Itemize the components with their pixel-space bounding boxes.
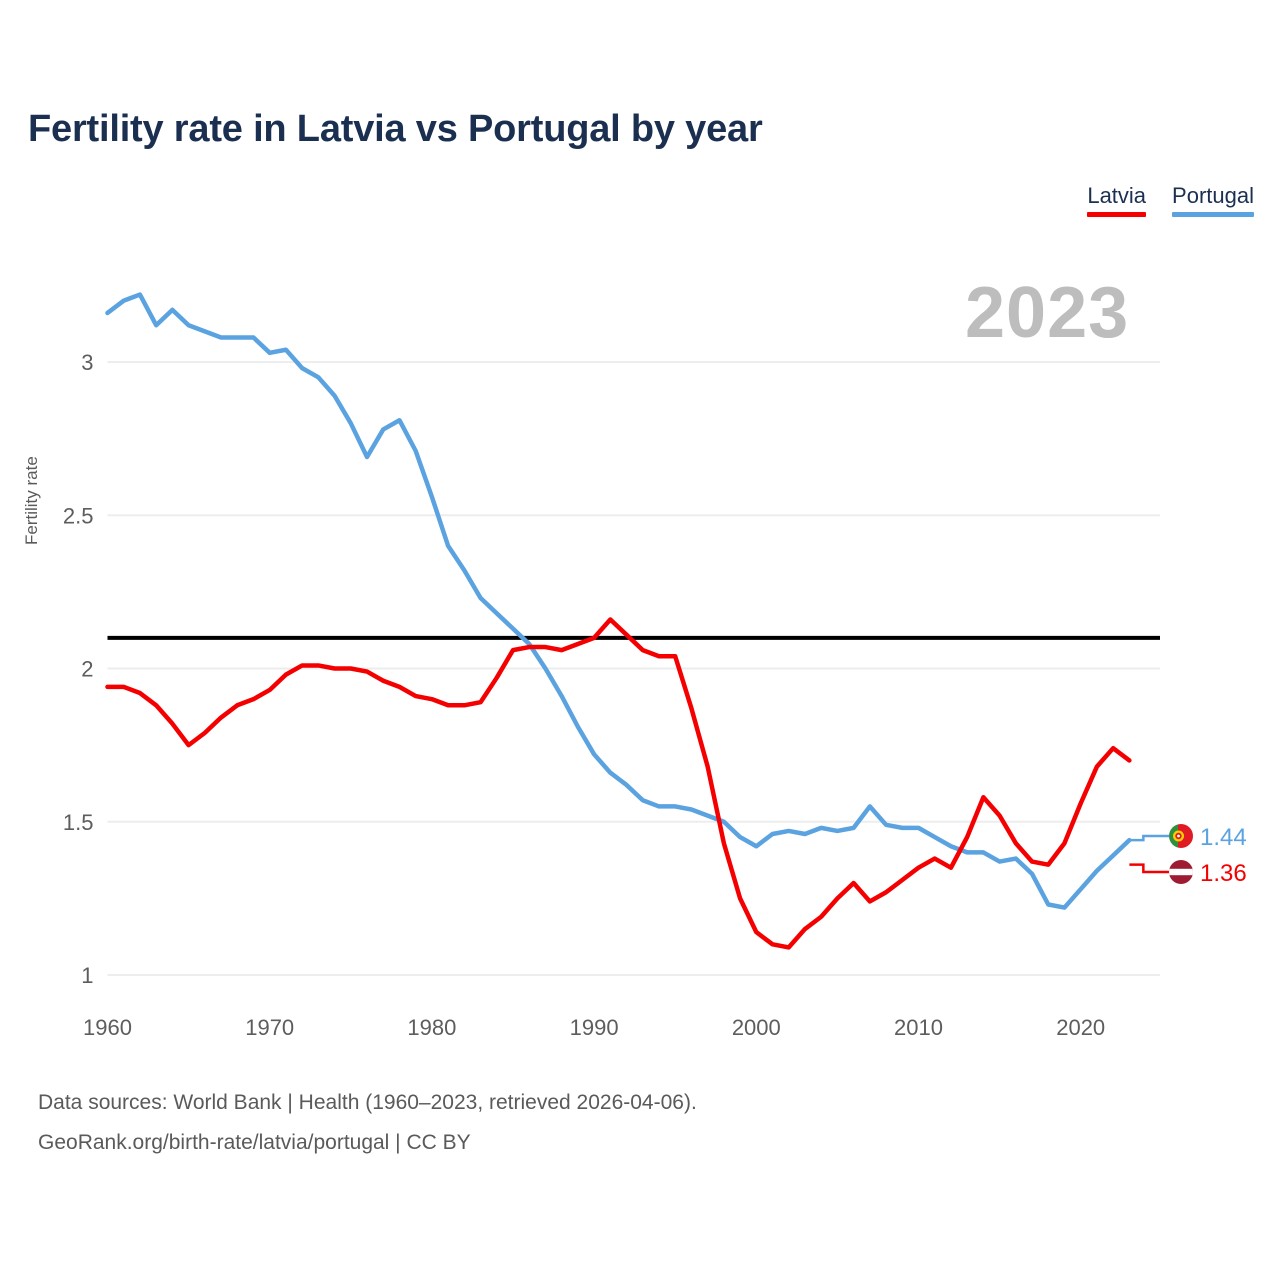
- year-watermark: 2023: [965, 273, 1130, 353]
- x-tick-label: 1990: [570, 1015, 619, 1040]
- legend-item-portugal[interactable]: Portugal: [1172, 183, 1254, 217]
- y-tick-labels: 1 1.5 2 2.5 3: [63, 350, 94, 988]
- footer-line-sources: Data sources: World Bank | Health (1960–…: [38, 1091, 697, 1114]
- footer: Data sources: World Bank | Health (1960–…: [38, 1083, 697, 1163]
- gridlines: [107, 361, 1160, 976]
- y-tick-label: 2.5: [63, 503, 94, 528]
- x-tick-label: 1980: [407, 1015, 456, 1040]
- connector-portugal: [1129, 834, 1169, 842]
- latvia-flag-icon: [1169, 860, 1193, 884]
- series-line-latvia: [105, 617, 1132, 950]
- y-tick-label: 1.5: [63, 810, 94, 835]
- x-tick-labels: 1960 1970 1980 1990 2000 2010 2020: [83, 1015, 1105, 1040]
- x-tick-label: 2000: [732, 1015, 781, 1040]
- portugal-flag-icon: [1169, 824, 1193, 848]
- connector-latvia: [1129, 863, 1169, 874]
- legend-label-latvia: Latvia: [1087, 183, 1147, 208]
- legend: Latvia Portugal: [1087, 183, 1254, 217]
- page-title: Fertility rate in Latvia vs Portugal by …: [28, 108, 763, 150]
- end-label-latvia: 1.36: [1200, 860, 1247, 887]
- x-tick-label: 2010: [894, 1015, 943, 1040]
- footer-line-attribution: GeoRank.org/birth-rate/latvia/portugal |…: [38, 1131, 471, 1154]
- y-tick-label: 1: [81, 963, 93, 988]
- x-tick-label: 1960: [83, 1015, 132, 1040]
- y-tick-label: 2: [81, 657, 93, 682]
- legend-label-portugal: Portugal: [1172, 183, 1254, 208]
- x-tick-label: 2020: [1056, 1015, 1105, 1040]
- legend-item-latvia[interactable]: Latvia: [1087, 183, 1147, 217]
- x-tick-label: 1970: [245, 1015, 294, 1040]
- y-tick-label: 3: [81, 350, 93, 375]
- legend-swatch-latvia: [1087, 212, 1147, 217]
- legend-swatch-portugal: [1172, 212, 1254, 217]
- end-label-portugal: 1.44: [1200, 824, 1247, 851]
